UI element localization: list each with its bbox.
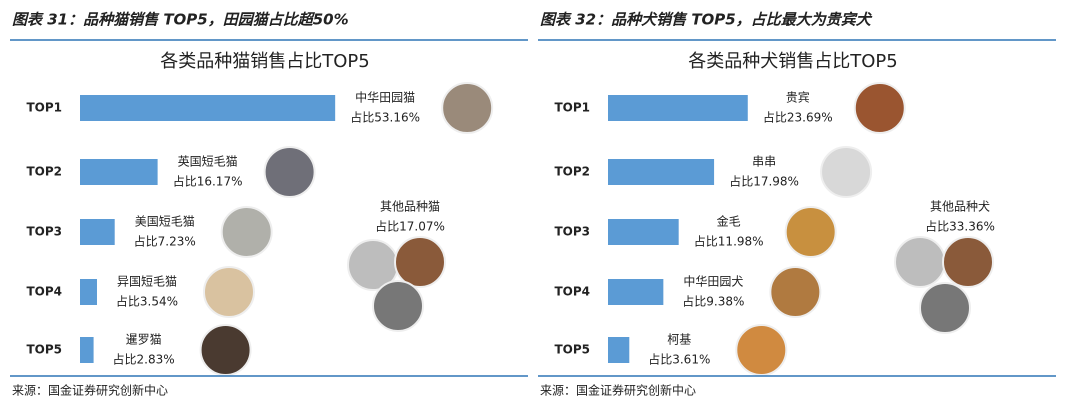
chart-title: 各类品种猫销售占比TOP5 [160, 51, 369, 72]
bar [80, 159, 158, 185]
bar-label: 金毛 [717, 214, 741, 229]
value-label: 占比11.98% [694, 234, 764, 249]
category-label: TOP3 [554, 225, 590, 239]
photo [919, 282, 971, 334]
annotation-label: 其他品种猫 [380, 200, 440, 214]
photo [202, 266, 255, 318]
photo [894, 236, 946, 288]
category-label: TOP2 [26, 165, 62, 179]
value-label: 占比17.98% [729, 174, 799, 189]
bar-label: 英国短毛猫 [178, 155, 238, 169]
source: 来源：国金证券研究创新中心 [12, 383, 168, 398]
annotation-value: 占比17.07% [375, 219, 445, 234]
bar [80, 337, 94, 363]
photo [263, 146, 316, 198]
photo [769, 266, 822, 318]
photo [372, 280, 424, 332]
category-label: TOP5 [554, 343, 590, 357]
photo [784, 206, 837, 258]
value-label: 占比9.38% [682, 294, 744, 309]
value-label: 占比16.17% [173, 174, 243, 189]
bar-label: 贵宾 [786, 90, 810, 105]
figure-caption: 图表 32：品种犬销售 TOP5，占比最大为贵宾犬 [540, 11, 873, 29]
category-label: TOP2 [554, 165, 590, 179]
photo [735, 324, 788, 376]
bar-label: 异国短毛猫 [117, 275, 177, 289]
bar [608, 279, 664, 305]
bar-label: 暹罗猫 [126, 333, 162, 347]
value-label: 占比53.16% [350, 110, 420, 125]
figure-caption: 图表 31：品种猫销售 TOP5，田园猫占比超50% [12, 11, 349, 29]
chart-title: 各类品种犬销售占比TOP5 [688, 51, 897, 72]
category-label: TOP1 [26, 101, 62, 115]
bar [80, 95, 336, 121]
source: 来源：国金证券研究创新中心 [540, 383, 696, 398]
category-label: TOP3 [26, 225, 62, 239]
bar-label: 中华田园猫 [355, 90, 415, 105]
value-label: 占比3.54% [116, 294, 178, 309]
photo [942, 236, 994, 288]
annotation-value: 占比33.36% [925, 219, 995, 234]
category-label: TOP4 [554, 285, 590, 299]
photo [853, 82, 906, 134]
bar [608, 219, 679, 245]
photo [199, 324, 252, 376]
annotation-label: 其他品种犬 [930, 200, 990, 214]
value-label: 占比23.69% [763, 110, 833, 125]
bar-label: 柯基 [667, 333, 691, 347]
category-label: TOP1 [554, 101, 590, 115]
bar [608, 95, 748, 121]
photo [220, 206, 273, 258]
bar-label: 串串 [752, 155, 776, 169]
photo [441, 82, 494, 134]
value-label: 占比2.83% [113, 352, 175, 367]
category-label: TOP5 [26, 343, 62, 357]
value-label: 占比3.61% [648, 352, 710, 367]
category-label: TOP4 [26, 285, 62, 299]
value-label: 占比7.23% [134, 234, 196, 249]
bar-label: 中华田园犬 [683, 274, 743, 289]
bar-label: 美国短毛猫 [135, 215, 195, 229]
bar [608, 159, 715, 185]
photo [820, 146, 873, 198]
bar [80, 219, 115, 245]
bar [80, 279, 97, 305]
bar [608, 337, 630, 363]
photo [394, 236, 446, 288]
